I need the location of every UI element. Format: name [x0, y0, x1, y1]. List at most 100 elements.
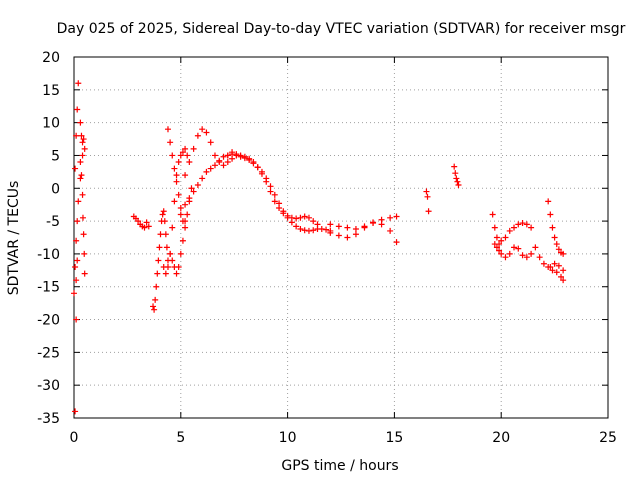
data-point — [186, 195, 193, 202]
data-point — [73, 277, 80, 284]
data-point — [160, 208, 167, 215]
data-point — [511, 224, 518, 231]
data-point — [179, 237, 186, 244]
data-point — [555, 262, 562, 269]
y-tick-label: 5 — [51, 148, 60, 164]
data-point — [361, 224, 368, 231]
data-point — [553, 241, 560, 248]
data-point — [489, 211, 496, 218]
data-point — [175, 191, 182, 198]
data-point — [190, 145, 197, 152]
data-point — [143, 219, 150, 226]
data-point — [163, 244, 170, 251]
data-point — [80, 231, 87, 238]
y-axis-label: SDTVAR / TECUs — [6, 181, 22, 296]
data-point — [169, 257, 176, 264]
data-point — [267, 188, 274, 195]
data-point — [150, 303, 157, 310]
data-point — [502, 234, 509, 241]
data-point — [547, 264, 554, 271]
data-point — [254, 164, 261, 171]
data-point — [327, 229, 334, 236]
data-point — [159, 211, 166, 218]
data-point — [387, 227, 394, 234]
axis-ticks: 0 5 10 15 20 25 20 15 10 5 0 -5 -10 -15 -20 -25 -30 -35 — [37, 50, 617, 446]
data-point — [352, 231, 359, 238]
y-tick-label: -20 — [37, 313, 60, 329]
data-point — [452, 170, 459, 177]
data-point — [370, 220, 377, 227]
data-point — [491, 241, 498, 248]
data-point — [545, 198, 552, 205]
data-point — [173, 172, 180, 179]
data-point — [220, 153, 227, 160]
data-point — [79, 191, 86, 198]
data-point — [72, 165, 79, 172]
data-point — [335, 232, 342, 239]
data-point — [74, 257, 81, 264]
data-point — [203, 168, 210, 175]
data-point — [551, 234, 558, 241]
data-point — [378, 221, 385, 228]
data-point — [153, 283, 160, 290]
data-point — [216, 159, 223, 166]
plot-frame — [73, 56, 609, 419]
data-point — [515, 221, 522, 228]
data-point — [314, 221, 321, 228]
x-tick-label: 25 — [599, 430, 617, 446]
data-point — [72, 408, 79, 415]
y-tick-label: -10 — [37, 247, 60, 263]
data-point — [161, 218, 168, 225]
data-point — [229, 149, 236, 156]
data-point — [424, 193, 431, 200]
data-point — [175, 264, 182, 271]
data-point — [173, 178, 180, 185]
data-point — [454, 178, 461, 185]
data-point — [523, 254, 530, 261]
data-point — [558, 273, 565, 280]
data-point — [169, 152, 176, 159]
data-points — [71, 80, 567, 415]
data-point — [177, 250, 184, 257]
series-sat-j — [177, 151, 334, 234]
data-point — [532, 244, 539, 251]
data-point — [498, 250, 505, 257]
data-point — [177, 204, 184, 211]
data-point — [506, 250, 513, 257]
series-sat-c — [72, 257, 81, 415]
data-point — [502, 254, 509, 261]
data-point — [184, 152, 191, 159]
data-point — [305, 227, 312, 234]
data-point — [310, 227, 317, 234]
data-point — [423, 188, 430, 195]
data-point — [171, 165, 178, 172]
x-tick-label: 10 — [279, 430, 297, 446]
data-point — [74, 218, 81, 225]
data-point — [73, 237, 80, 244]
data-point — [141, 224, 148, 231]
data-point — [453, 175, 460, 182]
data-point — [551, 260, 558, 267]
data-point — [271, 191, 278, 198]
data-point — [80, 136, 87, 143]
data-point — [155, 257, 162, 264]
x-tick-label: 15 — [385, 430, 403, 446]
data-point — [271, 198, 278, 205]
data-point — [190, 188, 197, 195]
data-point — [511, 244, 518, 251]
data-point — [276, 204, 283, 211]
data-point — [229, 155, 236, 162]
data-point — [154, 270, 161, 277]
data-point — [164, 264, 171, 271]
series-sat-n — [327, 220, 400, 246]
data-point — [81, 145, 88, 152]
data-point — [182, 145, 189, 152]
data-point — [164, 126, 171, 133]
data-point — [73, 316, 80, 323]
data-point — [167, 250, 174, 257]
data-point — [246, 155, 253, 162]
data-point — [344, 224, 351, 231]
y-tick-label: 10 — [42, 116, 60, 132]
series-sat-f — [150, 208, 171, 313]
data-point — [560, 267, 567, 274]
